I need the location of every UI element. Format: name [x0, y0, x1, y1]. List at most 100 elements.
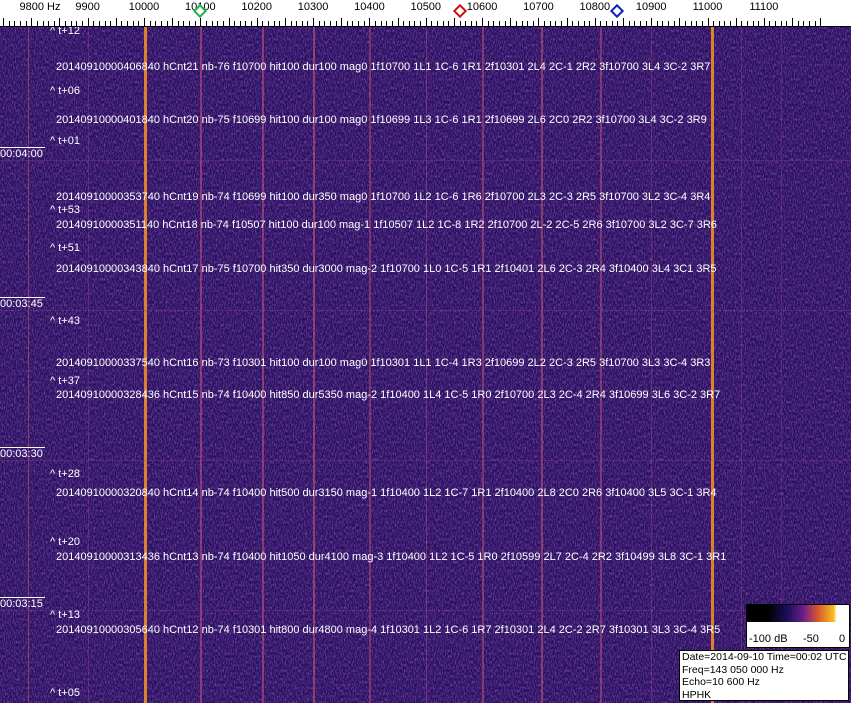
axis-tick: [476, 21, 478, 26]
colorbar: -100 dB -50 0: [746, 604, 850, 648]
axis-tick: [358, 21, 360, 26]
axis-tick: [758, 21, 760, 26]
axis-tick: [532, 21, 534, 26]
axis-tick: [386, 21, 388, 26]
carrier-line: [741, 27, 743, 703]
axis-tick-label: 10700: [523, 1, 554, 13]
axis-tick: [420, 21, 422, 26]
axis-tick-label: 10400: [354, 1, 385, 13]
axis-tick: [363, 21, 365, 26]
axis-tick: [668, 21, 670, 26]
axis-tick: [628, 21, 630, 26]
axis-tick: [65, 21, 67, 26]
axis-tick: [194, 21, 196, 26]
axis-tick: [3, 18, 5, 26]
axis-tick: [786, 21, 788, 26]
axis-tick: [25, 21, 27, 26]
axis-tick-label: 10000: [128, 1, 160, 13]
axis-tick: [696, 21, 698, 26]
axis-tick: [515, 21, 517, 26]
axis-tick: [177, 21, 179, 26]
axis-tick: [752, 21, 754, 26]
spectrogram-waterfall[interactable]: 00:04:00 00:03:45 00:03:30 00:03:15 ^ t+12 ^ …: [0, 27, 851, 703]
axis-tick: [391, 21, 393, 26]
frequency-marker-icon[interactable]: [610, 3, 625, 19]
axis-tick: [465, 21, 467, 26]
axis-tick: [144, 18, 145, 26]
axis-tick: [639, 21, 641, 26]
axis-tick: [735, 18, 737, 26]
axis-tick: [8, 21, 10, 26]
axis-tick: [482, 18, 484, 26]
meteor-event-label: 20140910000401840 hCnt20 nb-75 f10699 hi…: [56, 114, 707, 126]
axis-tick: [538, 18, 540, 26]
grid-line: [0, 610, 851, 611]
axis-tick: [448, 21, 450, 26]
meteor-event-label: 20140910000320840 hCnt14 nb-74 f10400 hi…: [56, 487, 717, 499]
axis-tick-label: 10300: [297, 1, 329, 13]
time-offset-mark: ^ t+53: [50, 204, 80, 216]
axis-tick: [53, 21, 55, 26]
axis-tick: [59, 18, 61, 26]
axis-tick: [239, 21, 241, 26]
axis-tick: [31, 18, 33, 26]
time-offset-mark: ^ t+06: [50, 85, 80, 97]
axis-tick: [442, 21, 444, 26]
axis-tick: [499, 21, 500, 26]
time-offset-mark: ^ t+12: [50, 27, 80, 37]
axis-tick: [470, 21, 472, 26]
axis-tick: [375, 21, 377, 26]
time-offset-mark: ^ t+20: [50, 536, 80, 548]
axis-tick: [673, 21, 675, 26]
axis-tick: [262, 21, 264, 26]
axis-tick-label: 10900: [635, 1, 667, 13]
axis-tick: [679, 18, 681, 26]
axis-tick: [98, 21, 100, 26]
axis-tick: [769, 21, 771, 26]
carrier-line: [600, 27, 603, 703]
time-label: 00:03:30: [0, 447, 45, 460]
axis-tick: [104, 21, 106, 26]
axis-tick: [600, 21, 602, 26]
axis-tick: [707, 18, 709, 26]
axis-tick: [662, 21, 664, 26]
axis-tick-label: 10800: [579, 1, 611, 13]
axis-tick: [656, 21, 658, 26]
carrier-line: [28, 27, 30, 703]
axis-tick: [183, 21, 185, 26]
time-offset-mark: ^ t+05: [50, 687, 80, 699]
axis-tick: [408, 21, 410, 26]
axis-tick: [577, 21, 579, 26]
time-label: 00:03:15: [0, 597, 45, 610]
meteor-event-label: 20140910000337540 hCnt16 nb-73 f10301 hi…: [56, 357, 711, 369]
axis-tick: [797, 21, 799, 26]
axis-tick: [544, 21, 546, 26]
frequency-marker-icon[interactable]: [452, 3, 467, 19]
axis-tick: [87, 18, 89, 26]
meteor-event-label: 20140910000305640 hCnt12 nb-74 f10301 hi…: [56, 624, 721, 636]
grid-line: [0, 310, 851, 311]
meteor-event-label: 20140910000343840 hCnt17 nb-75 f10700 hi…: [56, 263, 717, 275]
carrier-line: [200, 27, 203, 703]
axis-tick: [341, 18, 343, 26]
axis-tick: [36, 21, 38, 26]
info-echo: Echo=10 600 Hz: [682, 676, 760, 688]
axis-tick: [566, 18, 568, 26]
grid-line: [0, 460, 851, 461]
axis-tick: [504, 21, 506, 26]
info-box: Date=2014-09-10 Time=00:02 UTC Freq=143 …: [679, 650, 849, 701]
carrier-line: [87, 27, 89, 703]
axis-tick: [76, 21, 78, 26]
time-offset-mark: ^ t+28: [50, 468, 80, 480]
axis-tick: [718, 21, 720, 26]
axis-tick: [403, 21, 405, 26]
axis-tick: [594, 18, 596, 26]
axis-tick: [724, 21, 726, 26]
time-offset-mark: ^ t+13: [50, 609, 80, 621]
carrier-line: [262, 27, 265, 703]
axis-tick: [234, 21, 236, 26]
axis-tick: [222, 21, 224, 26]
axis-tick: [14, 21, 16, 26]
axis-tick: [42, 21, 44, 26]
axis-tick: [487, 21, 489, 26]
